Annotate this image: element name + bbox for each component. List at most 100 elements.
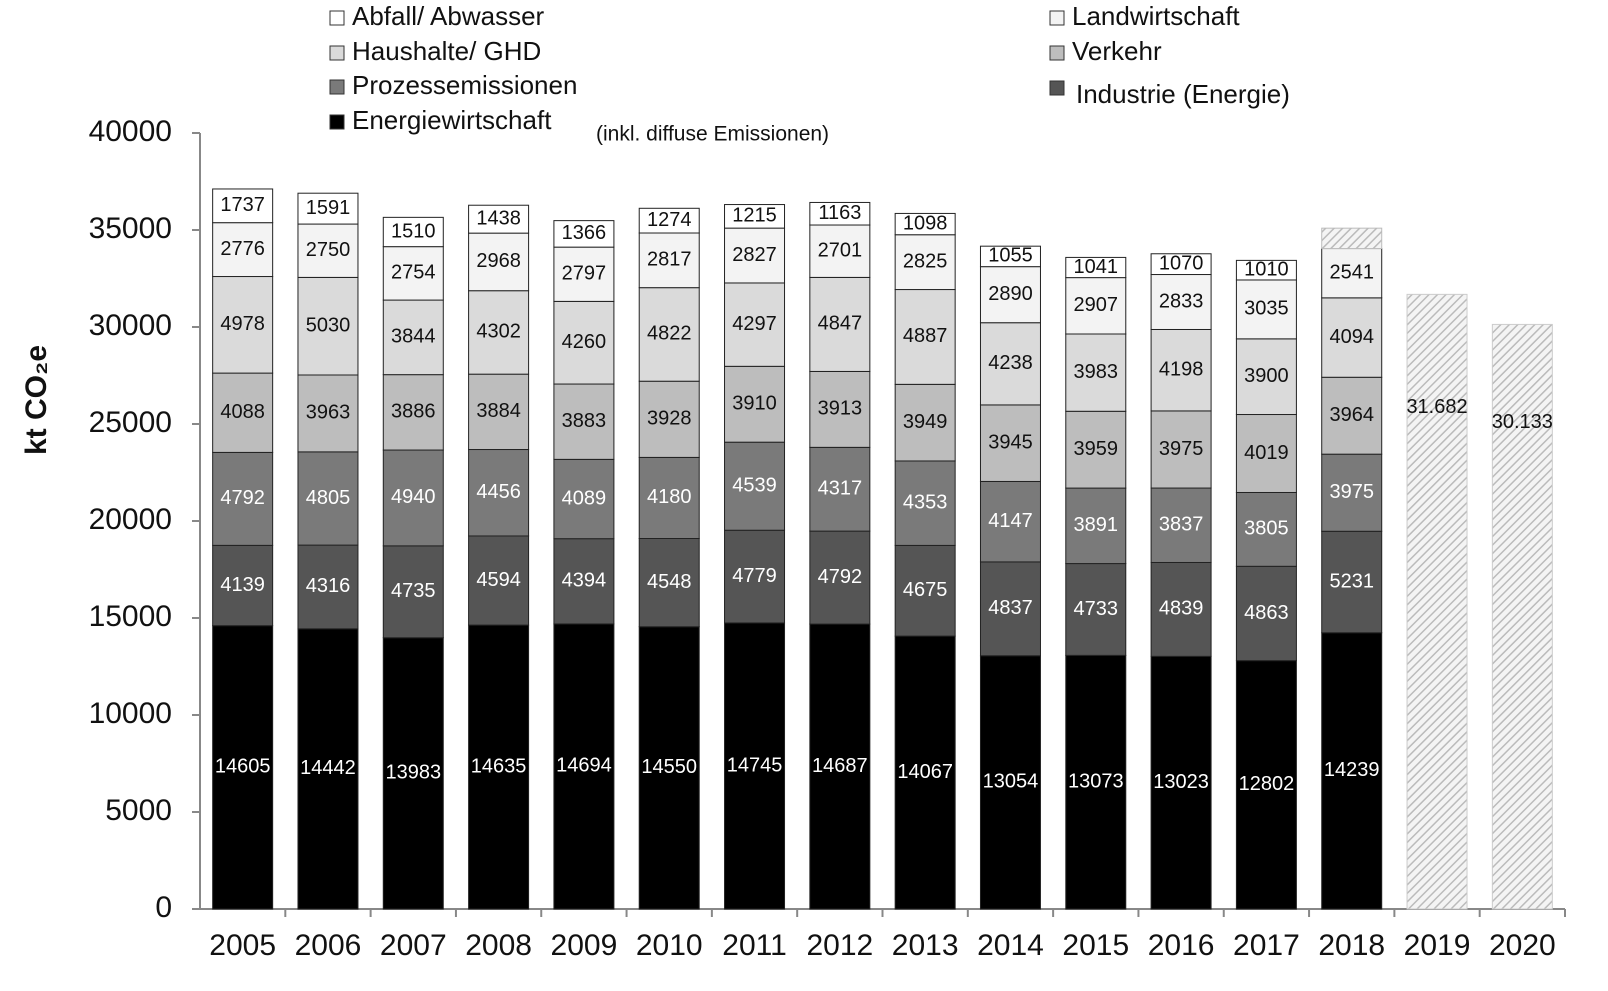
legend-label: Energiewirtschaft bbox=[352, 105, 552, 135]
y-tick-label: 0 bbox=[155, 891, 172, 924]
bar-segment bbox=[212, 222, 274, 278]
legend-label: Abfall/ Abwasser bbox=[352, 1, 545, 31]
bar-segment bbox=[979, 266, 1041, 324]
bar-segment bbox=[382, 449, 444, 547]
legend-swatch bbox=[329, 114, 345, 130]
bar-segment bbox=[809, 224, 871, 278]
x-tick-label: 2011 bbox=[722, 929, 787, 962]
data-label: 2817 bbox=[647, 249, 692, 271]
bar-segment bbox=[297, 276, 359, 376]
bar-segment bbox=[1235, 565, 1297, 662]
bar-segment bbox=[1065, 654, 1127, 910]
bar-segment bbox=[468, 290, 530, 375]
data-label: 4822 bbox=[647, 323, 692, 345]
bar-segment bbox=[1065, 563, 1127, 656]
data-label: 3900 bbox=[1244, 365, 1289, 387]
data-label: 2776 bbox=[220, 238, 265, 260]
bar-segment bbox=[724, 622, 786, 910]
legend-label: Landwirtschaft bbox=[1072, 1, 1240, 31]
x-tick-label: 2016 bbox=[1148, 929, 1215, 962]
y-axis-label: kt CO₂e bbox=[20, 345, 53, 455]
x-tick-label: 2014 bbox=[977, 929, 1044, 962]
legend-swatch bbox=[1049, 45, 1065, 61]
bar-segment bbox=[468, 204, 530, 234]
data-label: 4260 bbox=[562, 331, 607, 353]
bar-segment bbox=[638, 232, 700, 289]
y-tick-label: 35000 bbox=[89, 212, 172, 245]
data-label: 4317 bbox=[818, 478, 863, 500]
bar-segment bbox=[553, 458, 615, 540]
data-label: 3945 bbox=[988, 431, 1033, 453]
bar-segment bbox=[724, 441, 786, 531]
bar-segment bbox=[297, 223, 359, 278]
data-label: 3891 bbox=[1074, 514, 1119, 536]
data-label: 4456 bbox=[476, 481, 521, 503]
data-label: 4147 bbox=[988, 510, 1033, 532]
data-label: 4887 bbox=[903, 325, 948, 347]
data-label: 3949 bbox=[903, 411, 948, 433]
bar-segment bbox=[382, 545, 444, 639]
data-label: 1070 bbox=[1159, 252, 1204, 274]
data-label: 14635 bbox=[471, 755, 527, 777]
bar-segment bbox=[212, 625, 274, 910]
bar-segment bbox=[553, 383, 615, 460]
bar-segment bbox=[1150, 655, 1212, 910]
data-label: 5030 bbox=[306, 314, 351, 336]
bar-segment bbox=[894, 383, 956, 462]
data-label: 3963 bbox=[306, 402, 351, 424]
data-label: 3913 bbox=[818, 398, 863, 420]
data-label: 4792 bbox=[818, 566, 863, 588]
bar-segment bbox=[979, 561, 1041, 657]
data-label: 4779 bbox=[732, 565, 777, 587]
data-label: 3837 bbox=[1159, 514, 1204, 536]
data-label: 2825 bbox=[903, 250, 948, 272]
bar-segment bbox=[979, 245, 1041, 268]
bar-segment bbox=[809, 530, 871, 625]
bar-segment bbox=[297, 628, 359, 910]
data-label: 4792 bbox=[220, 487, 265, 509]
bar-segment bbox=[212, 276, 274, 374]
data-label: 1215 bbox=[732, 205, 777, 227]
bar-segment bbox=[1235, 259, 1297, 281]
y-tick-label: 40000 bbox=[89, 115, 172, 148]
data-label: 1098 bbox=[903, 212, 948, 234]
data-label: 13073 bbox=[1068, 770, 1124, 792]
data-label: 2701 bbox=[818, 239, 863, 261]
y-tick-label: 10000 bbox=[89, 697, 172, 730]
data-label: 2750 bbox=[306, 239, 351, 261]
data-label: 4539 bbox=[732, 474, 777, 496]
data-label: 14239 bbox=[1324, 759, 1380, 781]
data-label: 2968 bbox=[476, 250, 521, 272]
data-label: 3844 bbox=[391, 326, 436, 348]
data-label: 31.682 bbox=[1406, 396, 1467, 418]
data-label: 2541 bbox=[1329, 261, 1374, 283]
legend-label: Verkehr bbox=[1072, 36, 1162, 66]
data-label: 4735 bbox=[391, 580, 436, 602]
bar-segment bbox=[1321, 297, 1383, 378]
data-label: 1591 bbox=[306, 197, 351, 219]
legend-swatch bbox=[1049, 80, 1065, 96]
data-label: 4733 bbox=[1074, 598, 1119, 620]
bar-segment bbox=[468, 449, 530, 537]
data-label: 13023 bbox=[1153, 771, 1209, 793]
bar-segment bbox=[1321, 227, 1383, 250]
data-label: 4675 bbox=[903, 579, 948, 601]
bar-segment bbox=[638, 456, 700, 539]
data-label: 1041 bbox=[1074, 256, 1119, 278]
legend-label: Prozessemissionen bbox=[352, 70, 577, 100]
data-label: 3805 bbox=[1244, 518, 1289, 540]
data-label: 13054 bbox=[983, 771, 1039, 793]
projection-bar bbox=[1491, 323, 1553, 910]
bar-segment bbox=[553, 538, 615, 625]
bar-segment bbox=[382, 299, 444, 376]
bar-segment bbox=[382, 374, 444, 451]
bar-segment bbox=[468, 373, 530, 451]
bar-segment bbox=[1235, 491, 1297, 567]
bar-segment bbox=[894, 460, 956, 546]
bar-segment bbox=[1235, 414, 1297, 493]
legend-swatch bbox=[329, 79, 345, 95]
data-label: 3983 bbox=[1074, 361, 1119, 383]
projection-bar bbox=[1406, 293, 1468, 910]
bar-segment bbox=[382, 637, 444, 910]
bar-segment bbox=[979, 322, 1041, 406]
